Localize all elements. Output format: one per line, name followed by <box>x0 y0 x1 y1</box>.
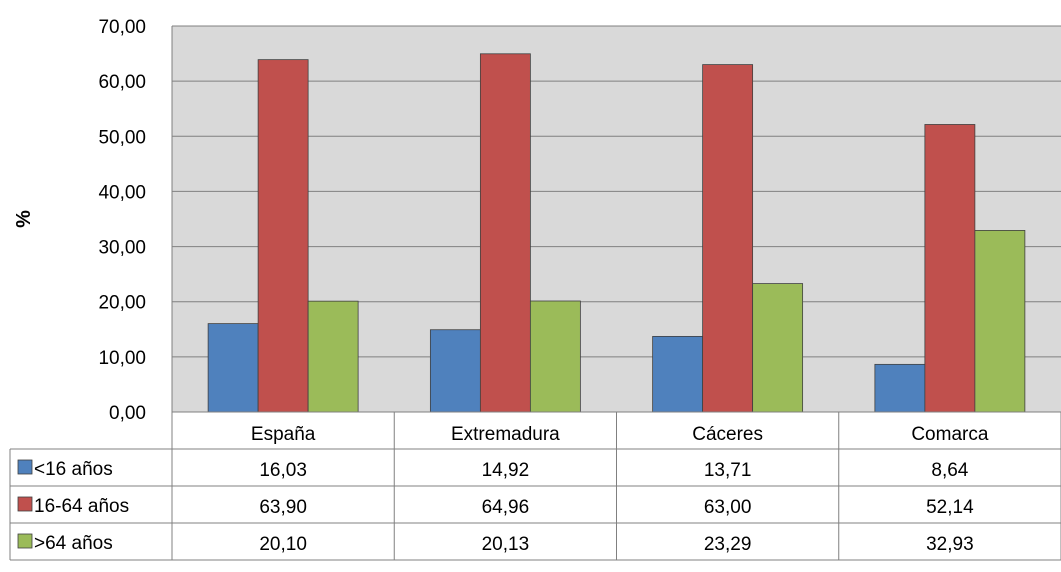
bars <box>207 53 1026 413</box>
bar <box>752 283 804 413</box>
table-cell: 23,29 <box>704 534 752 555</box>
category-label: Comarca <box>911 424 989 445</box>
table-cell: 20,13 <box>482 534 530 555</box>
bar <box>924 124 976 413</box>
legend-swatch <box>17 496 33 512</box>
table-cell: 32,93 <box>926 534 974 555</box>
series-label: 16-64 años <box>34 496 129 517</box>
y-tick-label: 20,00 <box>98 293 146 314</box>
y-tick-label: 0,00 <box>109 403 146 424</box>
bar <box>702 64 754 413</box>
bar <box>257 59 309 413</box>
category-label: Extremadura <box>451 424 560 445</box>
table-cell: 14,92 <box>482 460 530 481</box>
series-label: >64 años <box>34 533 113 554</box>
bar <box>874 363 926 413</box>
series-label: <16 años <box>34 459 113 480</box>
table-cell: 20,10 <box>259 534 307 555</box>
table-cell: 63,90 <box>259 497 307 518</box>
table-cell: 52,14 <box>926 497 974 518</box>
category-label: España <box>251 424 316 445</box>
bar <box>974 230 1026 413</box>
bar <box>479 53 531 413</box>
y-tick-label: 50,00 <box>98 127 146 148</box>
y-tick-label: 60,00 <box>98 72 146 93</box>
table-cell: 13,71 <box>704 460 752 481</box>
legend-swatch <box>17 533 33 549</box>
legend-swatch <box>17 459 33 475</box>
y-tick-label: 40,00 <box>98 182 146 203</box>
table-cell: 8,64 <box>931 460 968 481</box>
bar <box>429 329 481 413</box>
bar <box>307 300 359 413</box>
y-tick-label: 30,00 <box>98 238 146 259</box>
category-label: Cáceres <box>692 424 763 445</box>
y-tick-label: 10,00 <box>98 348 146 369</box>
y-axis-label: % <box>13 210 35 228</box>
bar <box>529 300 581 413</box>
y-axis-ticks: 0,00 10,00 20,00 30,00 40,00 50,00 60,00 70,00 <box>98 17 146 424</box>
table-cell: 63,00 <box>704 497 752 518</box>
data-table: España Extremadura Cáceres Comarca <16 años 1… <box>9 411 1061 561</box>
bar <box>652 335 704 413</box>
y-tick-label: 70,00 <box>98 17 146 38</box>
table-cell: 16,03 <box>259 460 307 481</box>
table-cell: 64,96 <box>482 497 530 518</box>
bar <box>207 323 259 413</box>
